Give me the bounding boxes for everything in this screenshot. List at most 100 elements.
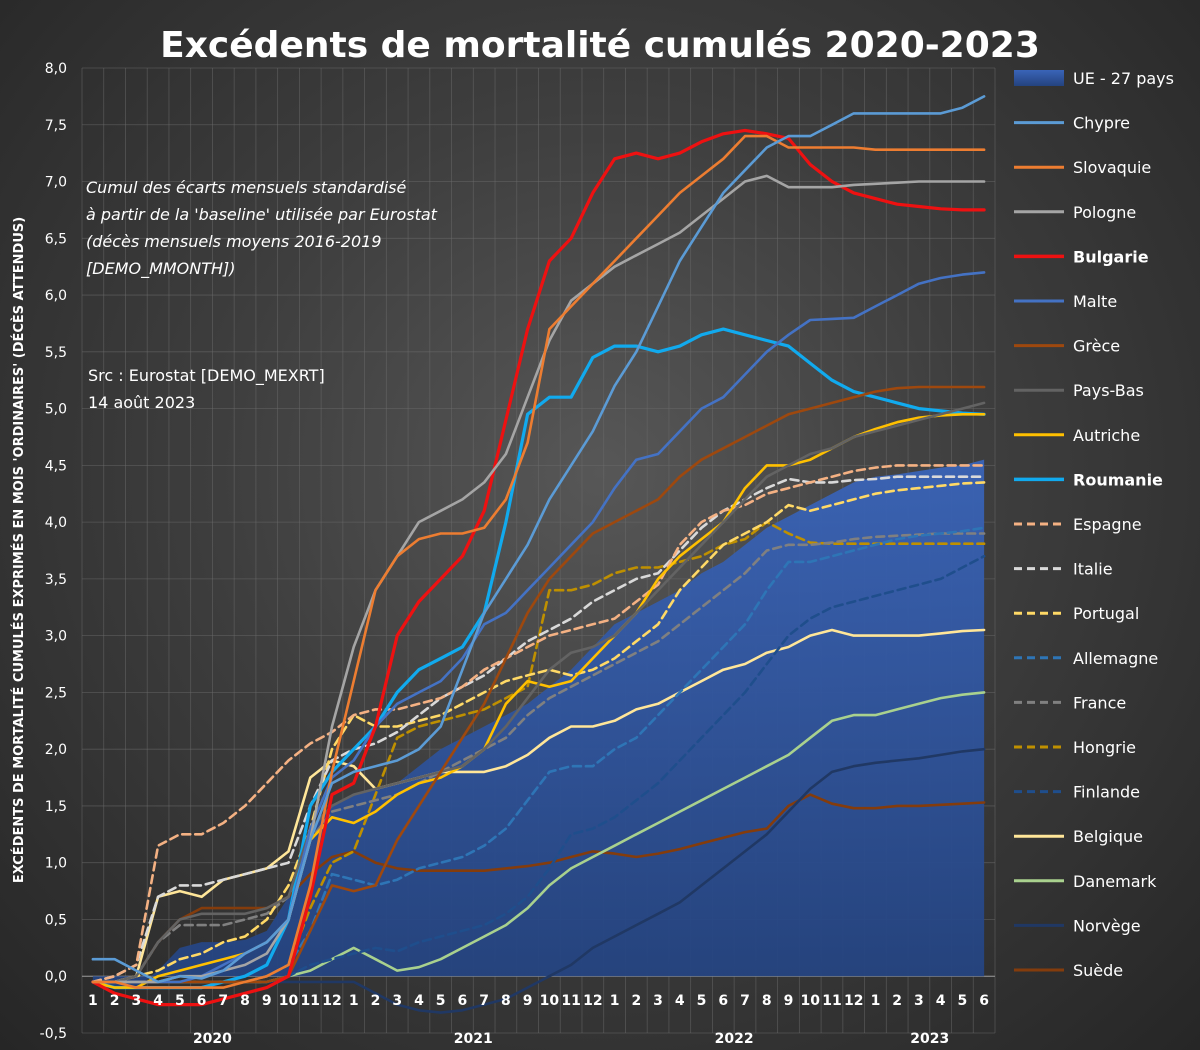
- y-tick-label: 4,0: [45, 515, 67, 531]
- x-tick-label: 5: [697, 993, 707, 1009]
- legend-label: Pologne: [1073, 203, 1136, 222]
- x-tick-label: 10: [279, 993, 299, 1009]
- y-tick-label: 0,0: [45, 969, 67, 985]
- x-tick-label: 8: [762, 993, 772, 1009]
- legend-label: Finlande: [1073, 783, 1140, 802]
- y-tick-label: 6,0: [45, 288, 67, 304]
- y-tick-label: 4,5: [45, 458, 67, 474]
- x-tick-label: 1: [610, 993, 620, 1009]
- x-tick-label: 3: [392, 993, 402, 1009]
- x-tick-label: 6: [979, 993, 989, 1009]
- legend-label: Allemagne: [1073, 649, 1158, 668]
- series-line-france: [91, 532, 986, 984]
- y-tick-label: 3,0: [45, 629, 67, 645]
- legend-label: Pays-Bas: [1073, 381, 1144, 400]
- series-line-pologne: [91, 174, 986, 984]
- y-tick-label: -0,5: [40, 1026, 67, 1042]
- y-tick-label: 0,5: [45, 912, 67, 928]
- annotation-line: Cumul des écarts mensuels standardisé: [86, 178, 407, 197]
- series-line-espagne: [91, 464, 986, 984]
- legend-label: Danemark: [1073, 872, 1157, 891]
- legend-label: Autriche: [1073, 426, 1140, 445]
- legend-label: Chypre: [1073, 114, 1130, 133]
- x-tick-label: 5: [175, 993, 185, 1009]
- x-tick-label: 11: [561, 993, 580, 1009]
- y-tick-label: 3,5: [45, 572, 67, 588]
- x-tick-label: 12: [322, 993, 341, 1009]
- x-tick-label: 9: [523, 993, 533, 1009]
- year-label: 2020: [193, 1031, 232, 1047]
- y-tick-label: 7,0: [45, 175, 67, 191]
- x-tick-label: 6: [718, 993, 728, 1009]
- series-line-belgique: [91, 628, 986, 984]
- lines-layer: [91, 95, 986, 1014]
- x-tick-label: 4: [936, 993, 946, 1009]
- x-tick-label: 12: [583, 993, 602, 1009]
- legend-label: Portugal: [1073, 604, 1139, 623]
- x-tick-label: 2: [110, 993, 120, 1009]
- y-tick-label: 1,0: [45, 856, 67, 872]
- x-tick-label: 9: [784, 993, 794, 1009]
- y-tick-label: 1,5: [45, 799, 67, 815]
- series-line-pays-bas: [91, 401, 986, 984]
- legend-label: Belgique: [1073, 827, 1143, 846]
- x-tick-label: 10: [540, 993, 560, 1009]
- x-tick-label: 10: [800, 993, 820, 1009]
- annotation-line: [DEMO_MMONTH]): [86, 259, 236, 279]
- y-tick-label: 2,5: [45, 685, 67, 701]
- annotation-line: (décès mensuels moyens 2016-2019: [86, 232, 382, 251]
- annotation-line: à partir de la 'baseline' utilisée par E…: [86, 205, 438, 224]
- legend-label: UE - 27 pays: [1073, 69, 1174, 88]
- source-line: 14 août 2023: [88, 393, 195, 412]
- legend-label: Roumanie: [1073, 470, 1163, 489]
- x-tick-label: 8: [240, 993, 250, 1009]
- x-tick-label: 2: [371, 993, 381, 1009]
- series-line-su-de: [91, 793, 986, 984]
- legend-label: Espagne: [1073, 515, 1142, 534]
- legend: UE - 27 pays Chypre Slovaquie Pologne Bulgar…: [1014, 69, 1174, 980]
- series-line-italie: [91, 475, 986, 984]
- x-tick-label: 9: [262, 993, 272, 1009]
- y-tick-label: 5,0: [45, 402, 67, 418]
- x-tick-label: 11: [822, 993, 841, 1009]
- x-tick-label: 3: [653, 993, 663, 1009]
- source-note: Src : Eurostat [DEMO_MEXRT] 14 août 2023: [88, 366, 325, 412]
- chart-title: Excédents de mortalité cumulés 2020-2023: [160, 25, 1040, 66]
- x-tick-label: 3: [131, 993, 141, 1009]
- x-tick-label: 1: [88, 993, 98, 1009]
- legend-swatch-area: [1014, 70, 1064, 86]
- annotation: Cumul des écarts mensuels standardisé à p…: [86, 178, 438, 279]
- series-line-roumanie: [91, 327, 986, 990]
- x-tick-label: 8: [501, 993, 511, 1009]
- x-tick-label: 12: [844, 993, 863, 1009]
- legend-label: Slovaquie: [1073, 158, 1151, 177]
- y-tick-label: 5,5: [45, 345, 67, 361]
- x-tick-label: 2: [892, 993, 902, 1009]
- x-tick-label: 2: [631, 993, 641, 1009]
- x-tick-label: 5: [436, 993, 446, 1009]
- year-labels: 2020 2021 2022 2023: [193, 1031, 949, 1047]
- x-tick-label: 11: [301, 993, 320, 1009]
- x-tick-label: 1: [871, 993, 881, 1009]
- series-line-bulgarie: [91, 128, 986, 1007]
- x-tick-label: 3: [914, 993, 924, 1009]
- legend-label: Hongrie: [1073, 738, 1136, 757]
- x-tick-label: 6: [197, 993, 207, 1009]
- year-label: 2021: [454, 1031, 493, 1047]
- legend-label: Grèce: [1073, 337, 1120, 356]
- y-axis-label: EXCÉDENTS DE MORTALITÉ CUMULÉS EXPRIMÉS …: [11, 217, 27, 883]
- legend-label: France: [1073, 693, 1126, 712]
- x-tick-label: 7: [479, 993, 489, 1009]
- source-line: Src : Eurostat [DEMO_MEXRT]: [88, 366, 325, 386]
- x-axis-ticks: 1 2 3 4 5 6 7 8 9 10 11 12 1 2 3 4 5 6 7 8 9 10 11 12 1 2 3 4 5 6 7 8 9 1…: [88, 993, 989, 1009]
- x-tick-label: 6: [458, 993, 468, 1009]
- series-line-slovaquie: [91, 134, 986, 989]
- legend-label: Malte: [1073, 292, 1117, 311]
- x-tick-label: 7: [218, 993, 228, 1009]
- x-tick-label: 5: [958, 993, 968, 1009]
- year-label: 2023: [910, 1031, 949, 1047]
- x-tick-label: 4: [675, 993, 685, 1009]
- legend-label: Suède: [1073, 961, 1123, 980]
- y-axis-ticks: -0,5 0,0 0,5 1,0 1,5 2,0 2,5 3,0 3,5 4,0 4,5 5,0 5,5…: [40, 61, 67, 1042]
